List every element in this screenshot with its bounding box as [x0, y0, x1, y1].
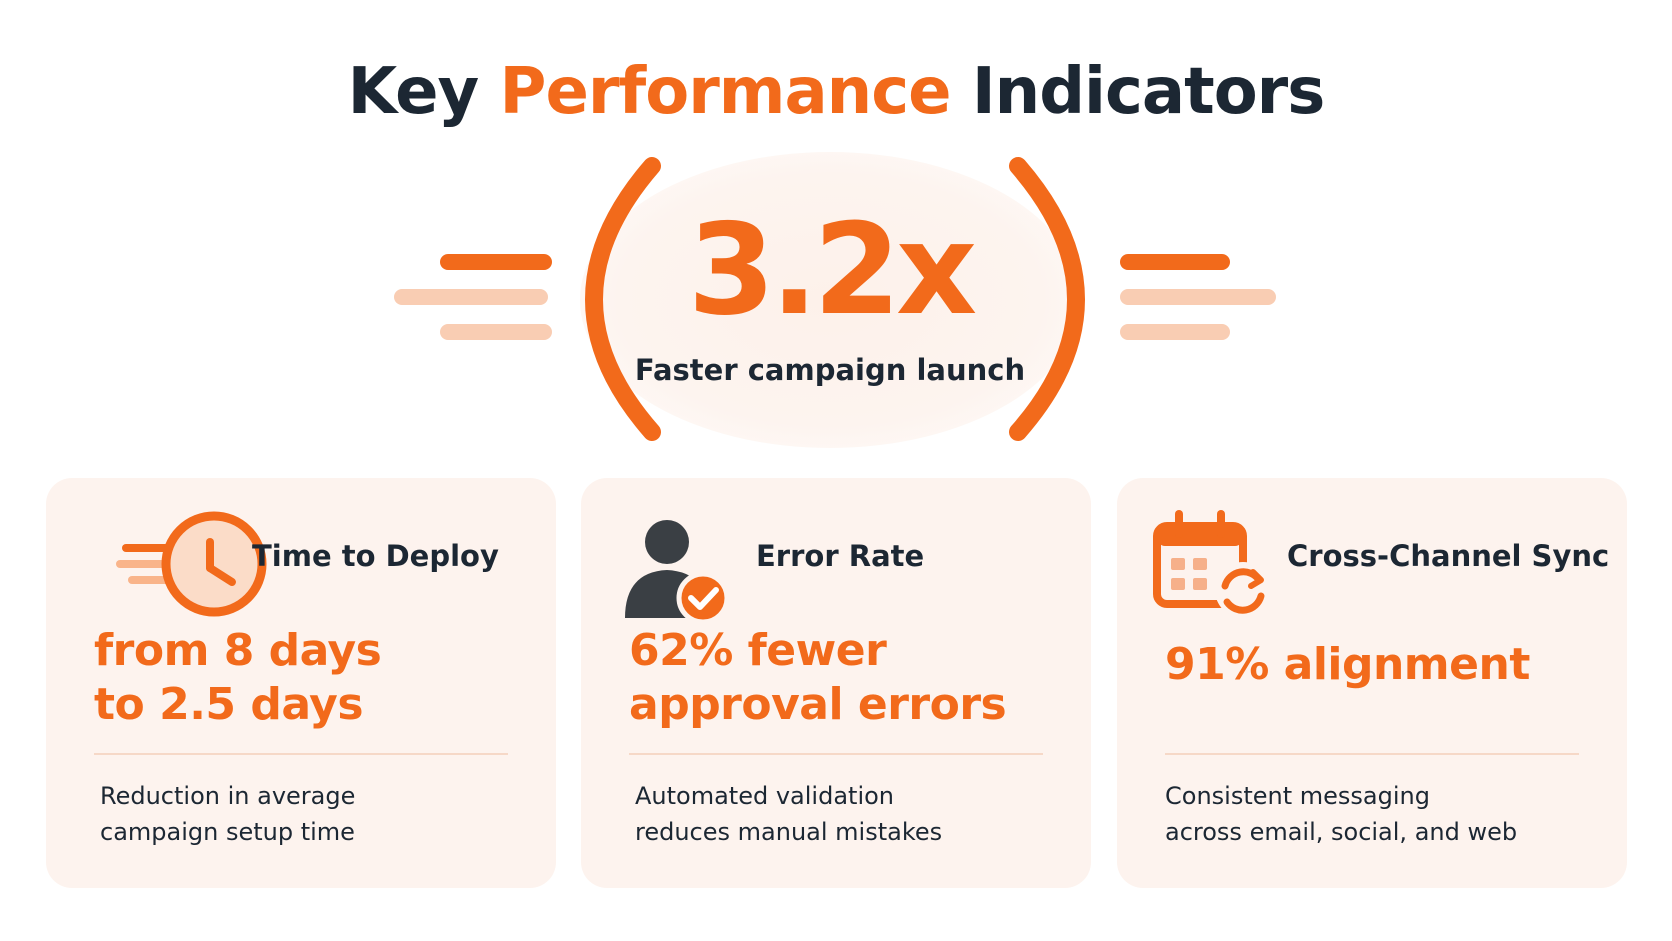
card-metric-line: to 2.5 days — [94, 679, 364, 730]
card-metric-line: 62% fewer — [629, 625, 887, 676]
card-description: Automated validation reduces manual mist… — [635, 778, 1065, 850]
card-description: Reduction in average campaign setup time — [100, 778, 530, 850]
card-description-line: Consistent messaging — [1165, 782, 1430, 810]
card-description: Consistent messaging across email, socia… — [1165, 778, 1595, 850]
kpi-card-cross-channel-sync: Cross-Channel Sync 91% alignment Consist… — [1117, 478, 1627, 888]
card-description-line: campaign setup time — [100, 818, 355, 846]
card-divider — [94, 753, 508, 755]
card-title: Time to Deploy — [252, 539, 499, 573]
card-metric-value: 91% alignment — [1165, 638, 1605, 692]
calendar-sync-icon — [1153, 510, 1271, 618]
card-metric-value: 62% fewer approval errors — [629, 624, 1069, 732]
card-metric-line: 91% alignment — [1165, 639, 1530, 690]
card-title: Error Rate — [756, 539, 925, 573]
card-divider — [1165, 753, 1579, 755]
card-description-line: Automated validation — [635, 782, 895, 810]
card-metric-line: approval errors — [629, 679, 1007, 730]
right-bracket-arc-icon — [1009, 157, 1085, 441]
kpi-card-error-rate: Error Rate 62% fewer approval errors Aut… — [581, 478, 1091, 888]
title-part-performance: Performance — [499, 55, 952, 129]
card-divider — [629, 753, 1043, 755]
hero-metric-value: 3.2x — [687, 196, 977, 343]
card-description-line: Reduction in average — [100, 782, 356, 810]
left-speed-lines-icon — [394, 254, 552, 340]
card-metric-value: from 8 days to 2.5 days — [94, 624, 534, 732]
card-description-line: across email, social, and web — [1165, 818, 1518, 846]
title-part-key: Key — [347, 55, 480, 129]
kpi-card-time-to-deploy: Time to Deploy from 8 days to 2.5 days R… — [46, 478, 556, 888]
left-bracket-arc-icon — [585, 157, 661, 441]
card-metric-line: from 8 days — [94, 625, 382, 676]
hero-backdrop — [580, 152, 1080, 448]
page-title: Key Performance Indicators — [0, 52, 1672, 132]
user-check-icon — [625, 520, 730, 625]
card-description-line: reduces manual mistakes — [635, 818, 943, 846]
card-title: Cross-Channel Sync — [1287, 539, 1610, 573]
clock-icon — [116, 511, 267, 617]
hero-metric-label: Faster campaign launch — [634, 353, 1026, 387]
right-speed-lines-icon — [1120, 254, 1276, 340]
title-part-indicators: Indicators — [971, 55, 1325, 129]
